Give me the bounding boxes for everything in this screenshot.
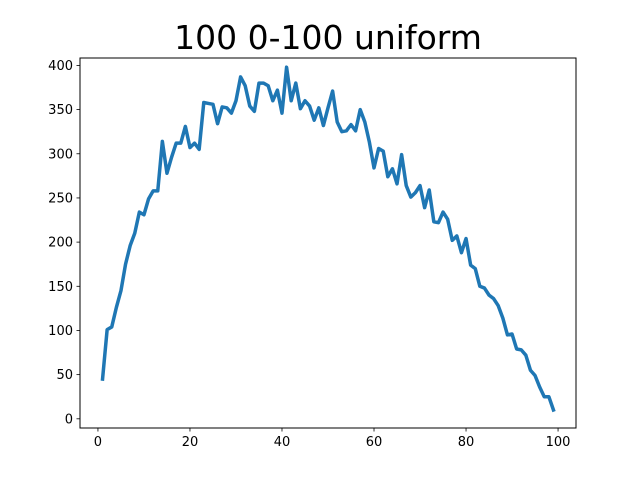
x-axis: 0 20 40 60 80 100: [94, 428, 571, 450]
y-tick-label: 100: [48, 324, 73, 339]
x-tick-label: 80: [458, 435, 475, 450]
y-tick-label: 200: [48, 236, 73, 251]
x-tick-label: 60: [366, 435, 383, 450]
y-tick-label: 50: [56, 368, 73, 383]
y-tick-label: 250: [48, 191, 73, 206]
y-tick-label: 300: [48, 147, 73, 162]
chart-title: 100 0-100 uniform: [174, 18, 482, 57]
y-tick-label: 350: [48, 103, 73, 118]
y-tick-label: 150: [48, 280, 73, 295]
x-tick-label: 100: [546, 435, 571, 450]
x-tick-label: 40: [274, 435, 291, 450]
y-tick-label: 400: [48, 59, 73, 74]
axes-frame: [79, 57, 577, 429]
plot-area: [100, 65, 556, 413]
x-tick-label: 20: [182, 435, 199, 450]
x-tick-label: 0: [94, 435, 102, 450]
y-tick-label: 0: [65, 412, 73, 427]
y-axis: 0 50 100 150 200 250 300 350 400: [48, 59, 80, 427]
series-line-0: [100, 65, 556, 413]
